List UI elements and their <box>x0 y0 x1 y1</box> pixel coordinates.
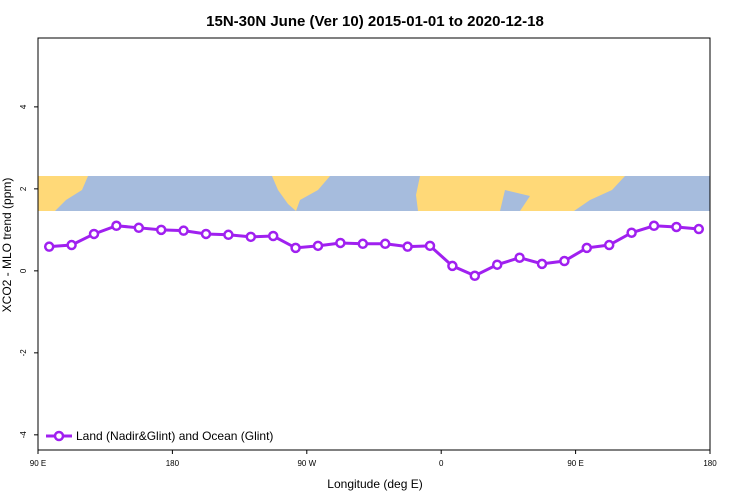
point <box>178 225 189 236</box>
x-tick-label: 90 W <box>297 459 316 468</box>
point <box>245 231 257 243</box>
point <box>514 252 525 263</box>
point <box>581 242 593 254</box>
series-line <box>49 224 699 278</box>
point <box>66 239 77 251</box>
point <box>447 260 458 272</box>
legend-label: Land (Nadir&Glint) and Ocean (Glint) <box>76 429 273 443</box>
x-axis-label: Longitude (deg E) <box>327 477 422 491</box>
point <box>335 237 346 249</box>
x-tick-label: 0 <box>439 459 444 468</box>
point <box>223 229 234 241</box>
point <box>312 240 324 252</box>
legend-marker <box>53 430 65 442</box>
y-tick-label: -2 <box>19 349 28 357</box>
point <box>536 258 548 270</box>
point <box>559 255 570 267</box>
y-tick-label: -4 <box>19 431 28 439</box>
point <box>671 221 682 233</box>
y-tick-label: 4 <box>19 104 28 109</box>
point <box>357 238 369 250</box>
x-tick-label: 90 E <box>30 459 46 468</box>
chart-title: 15N-30N June (Ver 10) 2015-01-01 to 2020… <box>206 13 544 30</box>
point <box>290 242 301 254</box>
point <box>111 220 122 232</box>
point <box>379 238 391 250</box>
point <box>424 240 436 252</box>
point <box>603 239 615 251</box>
point <box>626 227 637 238</box>
point <box>133 222 145 234</box>
point <box>491 259 503 270</box>
x-tick-label: 180 <box>166 459 180 468</box>
map-band <box>38 176 710 211</box>
point <box>43 241 55 252</box>
point <box>200 228 212 240</box>
point <box>88 228 100 240</box>
y-tick-label: 2 <box>19 186 28 191</box>
point <box>155 224 167 236</box>
x-tick-label: 90 E <box>567 459 583 468</box>
point <box>267 230 279 242</box>
point <box>469 270 481 282</box>
plot-frame <box>37 37 711 451</box>
point <box>693 223 705 235</box>
y-tick-label: 0 <box>19 268 28 273</box>
x-tick-label: 180 <box>703 459 717 468</box>
point <box>648 220 660 232</box>
point <box>402 241 413 252</box>
y-axis-label: XCO2 - MLO trend (ppm) <box>0 178 14 313</box>
